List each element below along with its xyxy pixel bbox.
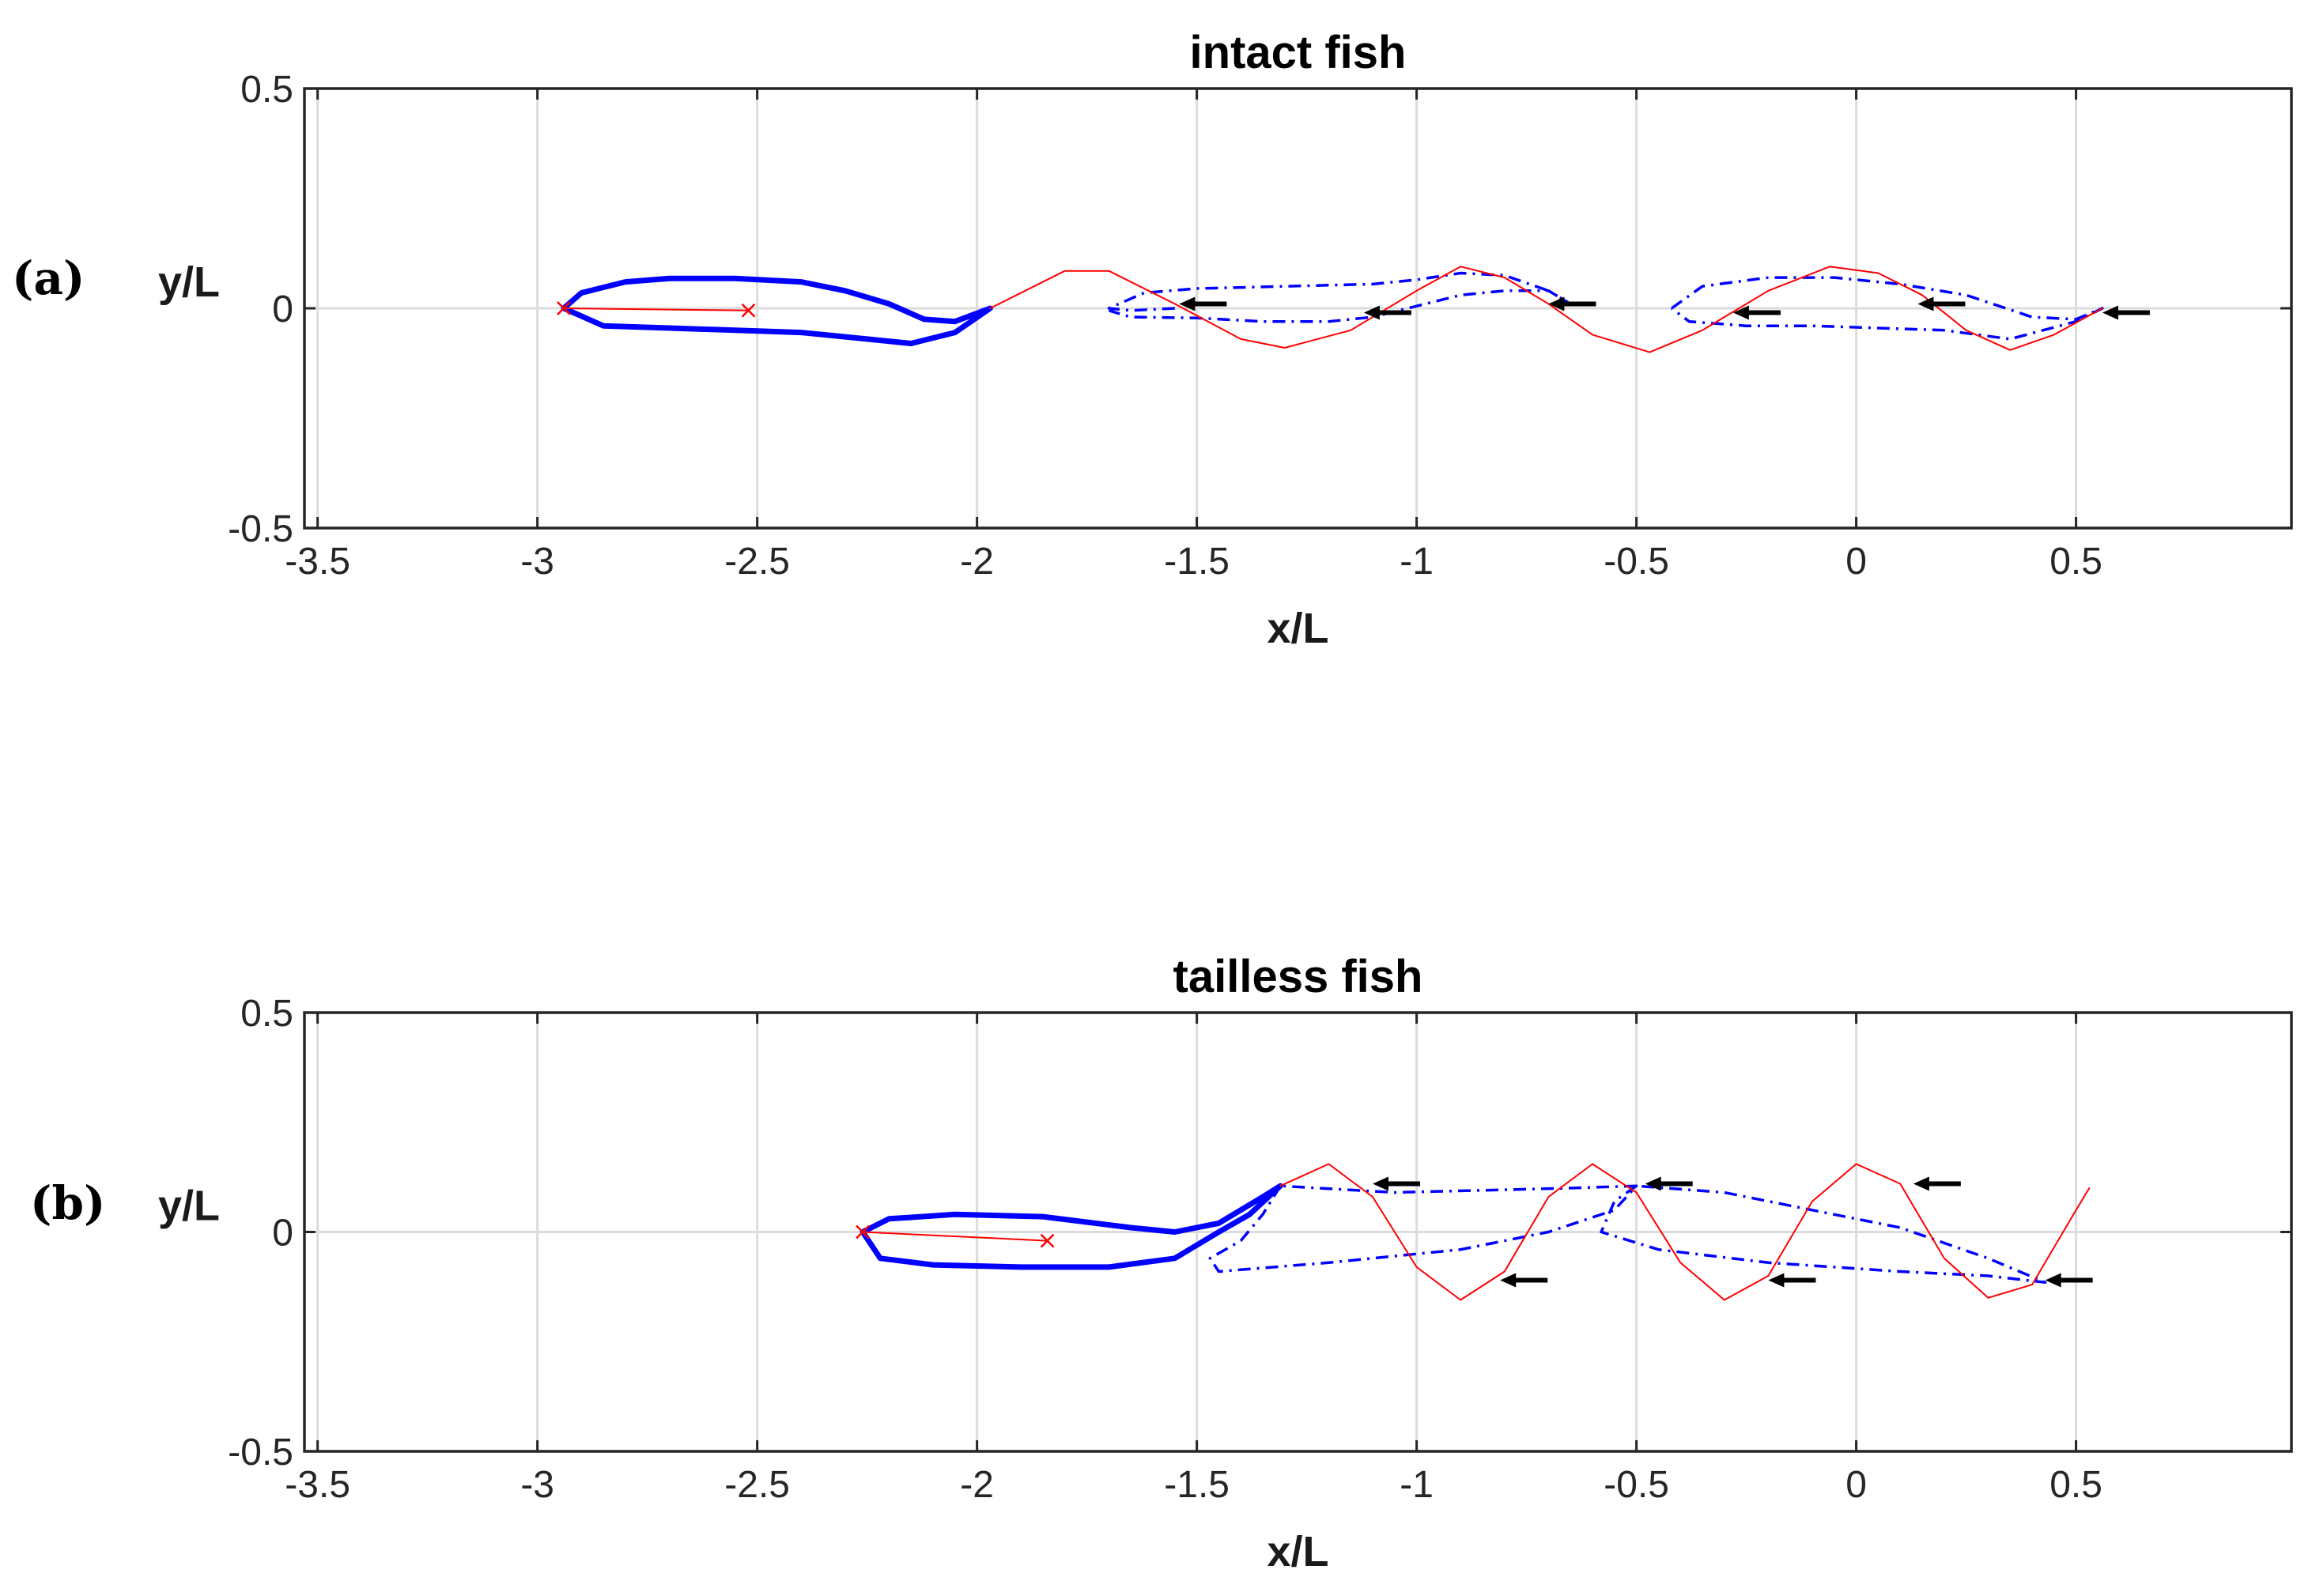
plot-intact-fish: -3.5 -3 -2.5 -2 -1.5 -1 -0.5 0 0.5 -0.5 0 0.5 intact… <box>158 27 2293 652</box>
y-tick-label: 0 <box>272 289 293 330</box>
force-arrow-head <box>1363 305 1380 320</box>
x-axis-label: x/L <box>1267 605 1328 652</box>
force-arrow-head <box>1732 305 1749 320</box>
force-arrow <box>1645 1176 1693 1191</box>
y-tick-label: 0.5 <box>240 69 293 111</box>
x-tick-label: -2 <box>960 541 994 583</box>
y-tick-label: -0.5 <box>228 508 293 550</box>
series-4-line <box>862 1231 1048 1242</box>
force-arrow <box>1363 305 1411 320</box>
series-0-line <box>561 275 993 346</box>
series-1-line <box>1208 1184 1638 1273</box>
force-arrow-head <box>1500 1273 1517 1288</box>
x-marker <box>1040 1233 1055 1248</box>
x-tick-label: -3 <box>520 1464 554 1506</box>
series-4-line <box>563 308 750 311</box>
force-arrow <box>1917 296 1966 311</box>
panel-label-b: (b) <box>30 1176 105 1230</box>
force-arrow-head <box>2102 305 2118 320</box>
x-marker <box>557 301 571 315</box>
x-tick-label: 0.5 <box>2049 1464 2102 1506</box>
x-tick-label: 0.5 <box>2049 541 2102 583</box>
force-arrow <box>1913 1176 1961 1191</box>
series-1-line <box>1107 271 1572 323</box>
x-tick-label: -1.5 <box>1164 541 1230 583</box>
chart-title: intact fish <box>1190 27 1407 78</box>
x-tick-label: -2.5 <box>724 1464 790 1506</box>
y-tick-label: 0 <box>272 1213 293 1255</box>
force-arrow <box>1768 1273 1816 1288</box>
x-marker <box>741 303 756 318</box>
force-arrow-head <box>1917 296 1934 311</box>
plot-tailless-fish: -3.5 -3 -2.5 -2 -1.5 -1 -0.5 0 0.5 -0.5 0 0.5 taille… <box>158 951 2293 1575</box>
x-tick-label: -1 <box>1400 1464 1434 1506</box>
force-arrow <box>2102 305 2150 320</box>
force-arrow <box>1500 1273 1548 1288</box>
force-arrow-head <box>1768 1273 1785 1288</box>
force-arrow <box>1373 1176 1421 1191</box>
force-arrow-head <box>1913 1176 1929 1191</box>
x-tick-label: -1.5 <box>1164 1464 1230 1506</box>
force-arrow <box>2045 1273 2093 1288</box>
x-tick-label: 0 <box>1845 541 1867 583</box>
y-axis-label: y/L <box>158 258 220 306</box>
x-marker <box>856 1224 870 1239</box>
force-arrow-head <box>1179 296 1196 311</box>
series-3-line <box>989 266 2103 353</box>
x-tick-label: -3.5 <box>285 1464 350 1506</box>
x-tick-label: -2.5 <box>724 541 790 583</box>
panel-label-a: (a) <box>12 251 85 305</box>
x-axis-label: x/L <box>1267 1528 1328 1575</box>
x-tick-label: -0.5 <box>1604 1464 1669 1506</box>
force-arrow-head <box>1645 1176 1661 1191</box>
x-tick-label: -2 <box>960 1464 994 1506</box>
series-3-line <box>1279 1163 2091 1301</box>
y-tick-label: 0.5 <box>240 993 293 1035</box>
y-axis-label: y/L <box>158 1183 220 1230</box>
force-arrow-head <box>1548 296 1565 311</box>
x-tick-label: -0.5 <box>1604 541 1669 583</box>
series-2-line <box>1600 1184 2047 1285</box>
force-arrow <box>1732 305 1781 320</box>
chart-title: tailless fish <box>1173 951 1423 1002</box>
force-arrow-head <box>1373 1176 1389 1191</box>
x-tick-label: 0 <box>1845 1464 1867 1506</box>
force-arrow-head <box>2045 1273 2061 1288</box>
y-tick-label: -0.5 <box>228 1432 293 1473</box>
x-tick-label: -3 <box>520 541 554 583</box>
x-tick-label: -1 <box>1400 541 1434 583</box>
x-tick-label: -3.5 <box>285 541 350 583</box>
force-arrow <box>1548 296 1596 311</box>
force-arrow <box>1179 296 1227 311</box>
